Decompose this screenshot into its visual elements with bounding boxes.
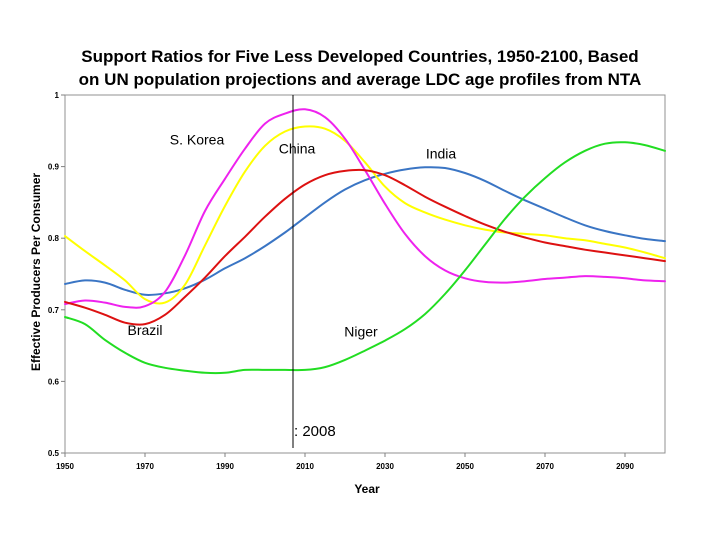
series-line-brazil (64, 168, 666, 326)
series-label-layer: India China S. Korea Brazil Niger (127, 131, 456, 339)
plot-area (64, 94, 666, 454)
x-tick-label: 2070 (536, 462, 554, 471)
x-tick-label: 2050 (456, 462, 474, 471)
chart-title-line-2: on UN population projections and average… (79, 70, 642, 89)
y-axis-title: Effective Producers Per Consumer (29, 173, 43, 371)
y-tick-label: 0.9 (48, 163, 60, 172)
series-label-china: China (279, 141, 316, 157)
x-tick-label: 2090 (616, 462, 634, 471)
series-line-china (64, 125, 666, 305)
x-tick-label: 1990 (216, 462, 234, 471)
series-label-s-korea: S. Korea (170, 131, 225, 147)
x-tick-label: 1970 (136, 462, 154, 471)
x-axis-title: Year (354, 482, 380, 496)
x-axis: 1950 1970 1990 2010 2030 2050 2070 2090 (56, 453, 634, 471)
y-tick-label: 0.6 (48, 377, 60, 386)
y-axis: 0.5 0.6 0.7 0.8 0.9 1 (48, 91, 65, 458)
series-layer (64, 108, 666, 375)
series-label-brazil: Brazil (127, 322, 162, 338)
series-label-niger: Niger (344, 323, 378, 339)
series-line-niger (64, 141, 666, 375)
y-tick-label: 1 (55, 91, 60, 100)
x-tick-label: 2030 (376, 462, 394, 471)
reference-layer: : 2008 (292, 95, 336, 448)
y-tick-label: 0.5 (48, 449, 60, 458)
series-line-s-korea (64, 108, 666, 309)
y-tick-label: 0.7 (48, 306, 60, 315)
y-tick-label: 0.8 (48, 234, 60, 243)
x-tick-label: 2010 (296, 462, 314, 471)
series-label-india: India (426, 146, 457, 162)
x-tick-label: 1950 (56, 462, 74, 471)
chart-title-line-1: Support Ratios for Five Less Developed C… (81, 47, 638, 66)
reference-line-label: : 2008 (294, 423, 336, 440)
